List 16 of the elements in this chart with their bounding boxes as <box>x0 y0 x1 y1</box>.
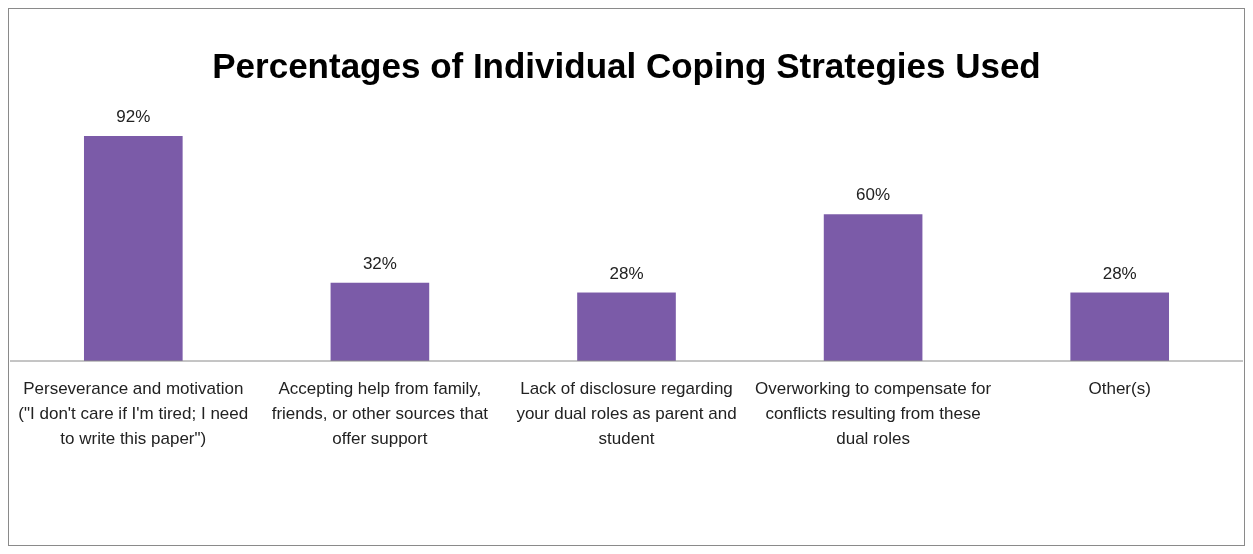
x-tick-label: Perseverance and motivation ("I don't care if I'm tired; I need to write this paper") <box>18 379 249 448</box>
bar <box>1070 292 1170 361</box>
bar <box>577 292 676 361</box>
data-label: 28% <box>1102 263 1137 283</box>
x-tick-label: Lack of disclosure regarding your dual roles as parent and student <box>516 379 737 448</box>
x-tick-label: Overworking to compensate for conflicts resulting from these dual roles <box>754 379 992 448</box>
x-tick-label: Accepting help from family, friends, or other sources that offer support <box>271 379 489 448</box>
chart-title: Percentages of Individual Coping Strategies Used <box>212 46 1041 85</box>
data-label: 92% <box>116 107 151 126</box>
bar <box>83 136 183 361</box>
data-label: 60% <box>856 185 891 205</box>
x-tick-label: Other(s) <box>1088 379 1151 398</box>
bar <box>823 214 923 361</box>
bar <box>330 282 430 361</box>
data-label: 28% <box>609 263 644 283</box>
data-label: 32% <box>362 253 397 273</box>
